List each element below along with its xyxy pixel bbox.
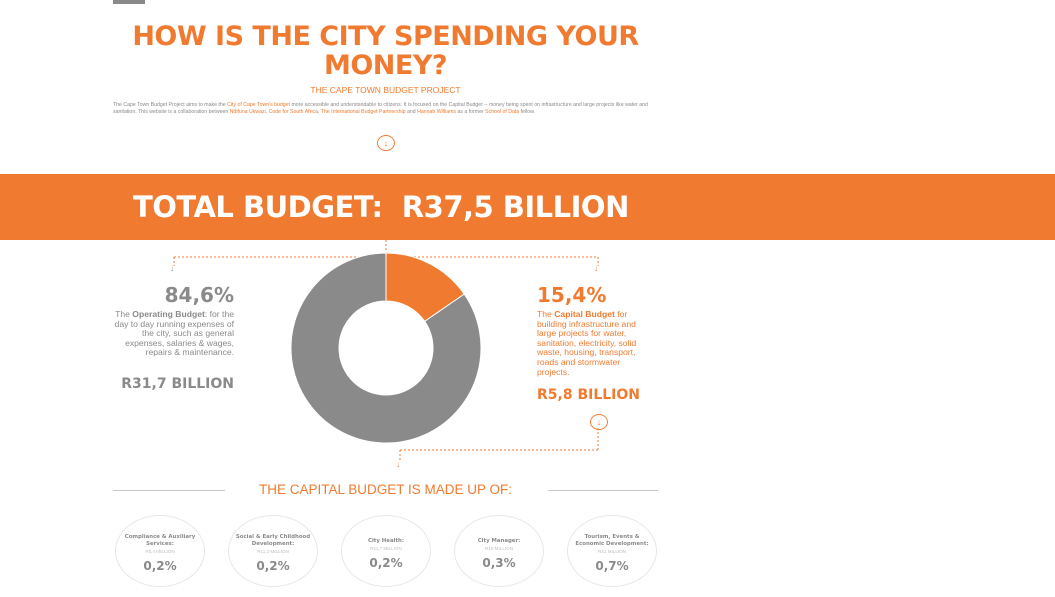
- scroll-down-button[interactable]: ↓: [377, 135, 395, 151]
- operating-desc-text: The: [115, 309, 133, 319]
- department-bubble[interactable]: City Manager: R15 MILLION 0,3%: [454, 515, 544, 587]
- top-tab[interactable]: [113, 0, 145, 4]
- capital-desc-text: for building infrastructure and large pr…: [537, 309, 637, 377]
- donut-slice-operating-budget[interactable]: [290, 252, 482, 444]
- link-international-budget-partnership[interactable]: The International Budget Partnership: [320, 108, 406, 115]
- page-title-line-2: MONEY?: [323, 50, 448, 81]
- arrow-down-icon: ↓: [383, 138, 389, 148]
- arrow-down-icon: ↓: [170, 264, 174, 273]
- department-percent: 0,2%: [369, 556, 403, 570]
- intro-text: as a former: [456, 108, 486, 115]
- operating-budget-label: Operating Budget: [132, 309, 205, 319]
- department-bubble[interactable]: Compliance & Auxiliary Services: R5,4 MI…: [115, 515, 205, 587]
- divider-line: [548, 490, 658, 491]
- intro-text: ,: [265, 108, 269, 115]
- total-budget-text: TOTAL BUDGET: R37,5 BILLION: [133, 190, 629, 224]
- link-school-of-data[interactable]: School of Data: [485, 108, 520, 115]
- arrow-down-icon: ↓: [594, 264, 598, 273]
- operating-percent: 84,6%: [164, 283, 234, 307]
- capital-budget-label: Capital Budget: [554, 309, 615, 319]
- department-name: City Manager:: [477, 538, 521, 544]
- department-amount: R5,4 MILLION: [145, 549, 175, 554]
- department-bubble[interactable]: Social & Early Childhood Development: R1…: [228, 515, 318, 587]
- intro-text: and: [405, 108, 418, 115]
- department-bubble[interactable]: Tourism, Events & Economic Development: …: [567, 515, 657, 587]
- department-name: Compliance & Auxiliary Services:: [124, 534, 196, 547]
- capital-breakdown-heading-text: THE CAPITAL BUDGET IS MADE UP OF:: [246, 482, 525, 497]
- department-name: Social & Early Childhood Development:: [235, 534, 311, 547]
- budget-donut-chart: [290, 252, 482, 444]
- department-bubble[interactable]: City Health: R11,7 MILLION 0,2%: [341, 515, 431, 587]
- page-subtitle: THE CAPE TOWN BUDGET PROJECT: [310, 85, 461, 95]
- capital-desc-text: The: [537, 309, 555, 319]
- capital-breakdown-heading: THE CAPITAL BUDGET IS MADE UP OF:: [113, 482, 658, 497]
- link-ndifuna-ukwazi[interactable]: Ndifuna Ukwazi: [229, 108, 266, 115]
- link-city-budget[interactable]: City of Cape Town's budget: [227, 102, 290, 108]
- page-title-line-1: HOW IS THE CITY SPENDING YOUR: [132, 21, 639, 52]
- intro-text: more accessible and understandable to ci…: [113, 102, 648, 115]
- capital-percent: 15,4%: [537, 283, 607, 307]
- total-budget-banner: [0, 174, 1055, 240]
- link-code-for-south-africa[interactable]: Code for South Africa: [268, 108, 318, 115]
- department-amount: R11,7 MILLION: [370, 546, 402, 551]
- capital-description: The Capital Budget for building infrastr…: [537, 309, 653, 377]
- intro-text: fellow.: [519, 108, 536, 115]
- department-name: Tourism, Events & Economic Development:: [575, 534, 649, 547]
- intro-text: The Cape Town Budget Project aims to mak…: [113, 102, 228, 108]
- operating-description: The Operating Budget: for the day to day…: [112, 309, 234, 358]
- department-amount: R15 MILLION: [484, 546, 514, 551]
- intro-text: ,: [317, 108, 321, 115]
- department-percent: 0,2%: [143, 559, 177, 573]
- capital-details-button[interactable]: ↓: [590, 414, 608, 430]
- department-percent: 0,2%: [256, 559, 290, 573]
- department-percent: 0,3%: [482, 556, 516, 570]
- department-percent: 0,7%: [595, 559, 629, 573]
- arrow-down-icon: ↓: [396, 460, 400, 469]
- department-amount: R41 MILLION: [597, 549, 627, 554]
- capital-amount: R5,8 BILLION: [537, 387, 641, 403]
- divider-line: [113, 490, 225, 491]
- department-amount: R11,2 MILLION: [257, 549, 289, 554]
- arrow-down-icon: ↓: [596, 417, 602, 427]
- intro-paragraph: The Cape Town Budget Project aims to mak…: [113, 102, 658, 115]
- operating-amount: R31,7 BILLION: [121, 376, 234, 392]
- operating-desc-text: : for the day to day running expenses of…: [114, 309, 234, 358]
- department-name: City Health:: [368, 538, 404, 544]
- link-hannah-williams[interactable]: Hannah Williams: [417, 108, 457, 115]
